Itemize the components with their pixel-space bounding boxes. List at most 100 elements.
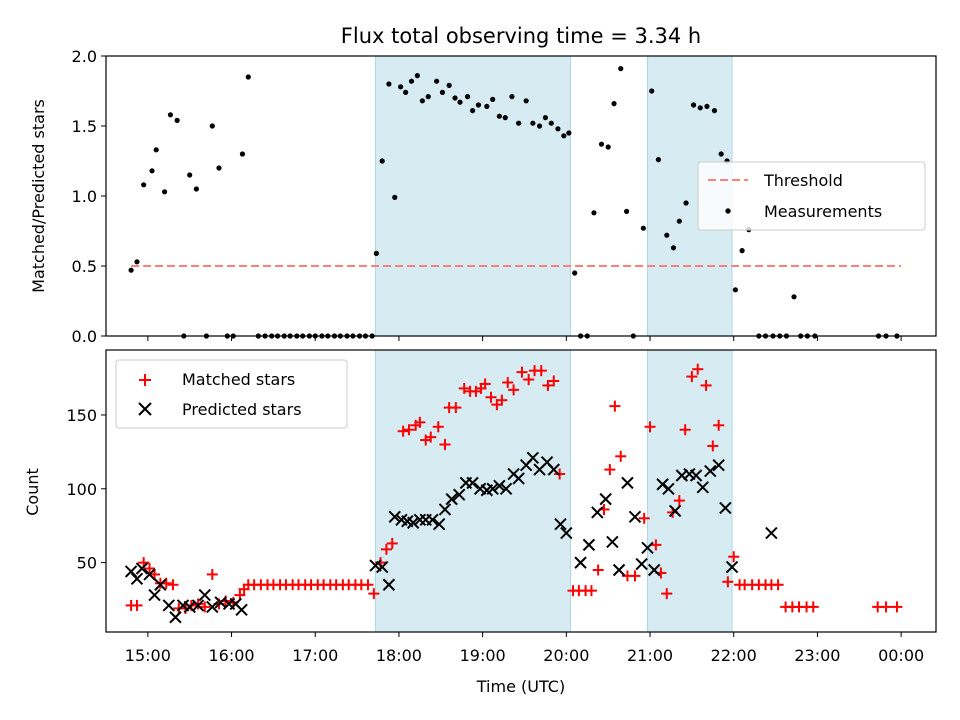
matched-stars-marker bbox=[679, 424, 691, 436]
measurement-point bbox=[141, 182, 147, 188]
measurement-point bbox=[425, 94, 431, 100]
predicted-stars-marker bbox=[712, 458, 725, 472]
ratio-y-ticks: 0.0 0.5 1.0 1.5 2.0 bbox=[72, 47, 106, 346]
observing-window-1 bbox=[375, 55, 572, 337]
measurement-point bbox=[555, 126, 561, 132]
predicted-stars-marker bbox=[719, 501, 732, 515]
matched-stars-marker bbox=[425, 431, 437, 443]
predicted-stars-marker bbox=[628, 510, 642, 524]
predicted-stars-marker bbox=[235, 603, 248, 617]
measurement-point bbox=[469, 108, 476, 114]
matched-stars-marker bbox=[516, 366, 528, 378]
measurement-point bbox=[128, 267, 134, 273]
matched-stars-marker bbox=[368, 588, 380, 600]
measurement-point bbox=[548, 120, 554, 126]
observing-window-shading bbox=[375, 349, 733, 633]
measurement-point bbox=[598, 141, 605, 147]
predicted-stars-marker bbox=[662, 482, 675, 495]
x-tick-label: 23:00 bbox=[794, 646, 840, 665]
measurement-point bbox=[502, 115, 508, 121]
count-legend: Matched stars Predicted stars bbox=[115, 359, 348, 429]
measurement-point bbox=[516, 120, 522, 126]
matched-stars-marker bbox=[496, 394, 508, 406]
matched-stars-marker bbox=[661, 588, 673, 600]
x-tick-label: 21:00 bbox=[627, 646, 673, 665]
predicted-stars-marker bbox=[493, 479, 506, 493]
predicted-stars-marker bbox=[560, 526, 573, 540]
predicted-stars-marker bbox=[656, 478, 669, 491]
ratio-y-axis-label: Matched/Predicted stars bbox=[29, 99, 48, 293]
measurement-point bbox=[239, 151, 246, 157]
measurements-legend-swatch bbox=[725, 208, 731, 214]
predicted-stars-marker bbox=[599, 492, 612, 506]
measurement-point bbox=[670, 245, 677, 251]
count-points bbox=[124, 363, 903, 624]
matched-stars-marker bbox=[131, 599, 143, 611]
ratio-panel: 0.00.51.01.52.0 Matched/Predicted stars … bbox=[29, 47, 937, 346]
measurement-point bbox=[542, 115, 549, 121]
x-tick-label: 16:00 bbox=[208, 646, 254, 665]
matched-stars-marker bbox=[479, 378, 491, 390]
predicted-stars-marker bbox=[375, 560, 389, 574]
matched-stars-marker bbox=[650, 539, 662, 551]
predicted-stars-marker bbox=[426, 513, 439, 526]
matched-stars-marker bbox=[807, 601, 819, 613]
measurement-point bbox=[484, 103, 490, 109]
measurement-point bbox=[640, 225, 646, 231]
y-tick-label: 1.0 bbox=[72, 187, 97, 206]
x-axis-label: Time (UTC) bbox=[476, 677, 565, 696]
y-tick-label: 2.0 bbox=[72, 47, 97, 66]
count-panel: 50 100 150 15:00 16:00 17:00 18:00 19:00 20:00 2… bbox=[23, 349, 937, 696]
predicted-stars-marker bbox=[191, 599, 205, 612]
ratio-x-ticks bbox=[147, 336, 902, 341]
measurement-point bbox=[732, 287, 739, 293]
y-tick-label: 0.0 bbox=[72, 327, 97, 346]
x-tick-label: 15:00 bbox=[125, 646, 171, 665]
measurement-point bbox=[193, 186, 199, 192]
matched-stars-marker bbox=[722, 576, 734, 588]
measurement-point bbox=[464, 94, 471, 100]
matched-stars-marker bbox=[644, 421, 656, 433]
x-tick-label: 22:00 bbox=[711, 646, 757, 665]
predicted-stars-marker bbox=[130, 572, 144, 586]
predicted-stars-marker bbox=[635, 557, 648, 571]
y-tick-label: 0.5 bbox=[72, 257, 97, 276]
matched-stars-marker bbox=[508, 384, 520, 396]
measurement-point bbox=[419, 98, 425, 104]
matched-stars-marker bbox=[439, 438, 451, 450]
matched-stars-marker bbox=[554, 468, 566, 480]
matched-stars-marker bbox=[700, 379, 712, 391]
matched-stars-marker bbox=[458, 382, 470, 394]
measurement-point bbox=[496, 113, 502, 119]
x-tick-label: 18:00 bbox=[376, 646, 422, 665]
predicted-stars-marker bbox=[135, 562, 149, 575]
measurement-point bbox=[683, 200, 689, 206]
measurement-point bbox=[509, 94, 515, 100]
x-tick-label: 20:00 bbox=[543, 646, 589, 665]
observing-window-shading bbox=[375, 55, 733, 337]
matched-stars-marker bbox=[542, 379, 554, 391]
count-x-ticks: 15:00 16:00 17:00 18:00 19:00 20:00 21:00 22:00… bbox=[125, 632, 924, 665]
measurement-point bbox=[664, 232, 670, 238]
ratio-legend-box bbox=[697, 161, 926, 231]
measurement-point bbox=[623, 208, 630, 214]
matched-stars-marker bbox=[609, 400, 621, 412]
measurement-point bbox=[386, 81, 392, 87]
predicted-stars-marker bbox=[445, 492, 458, 506]
measurement-point bbox=[216, 165, 222, 171]
measurement-point bbox=[566, 130, 572, 136]
predicted-stars-marker bbox=[413, 513, 427, 526]
x-tick-label: 17:00 bbox=[292, 646, 338, 665]
measurement-point bbox=[490, 96, 496, 102]
count-y-axis-label: Count bbox=[23, 468, 42, 516]
matched-stars-marker bbox=[485, 391, 497, 403]
matched-stars-marker bbox=[638, 512, 650, 524]
measurement-point bbox=[611, 101, 617, 107]
matched-stars-marker bbox=[144, 563, 156, 575]
matched-stars-marker bbox=[386, 537, 398, 549]
predicted-stars-marker bbox=[162, 599, 175, 612]
measurement-point bbox=[452, 95, 458, 101]
matched-stars-marker bbox=[629, 570, 641, 582]
predicted-legend-label: Predicted stars bbox=[182, 400, 302, 419]
matched-stars-marker bbox=[432, 421, 444, 433]
